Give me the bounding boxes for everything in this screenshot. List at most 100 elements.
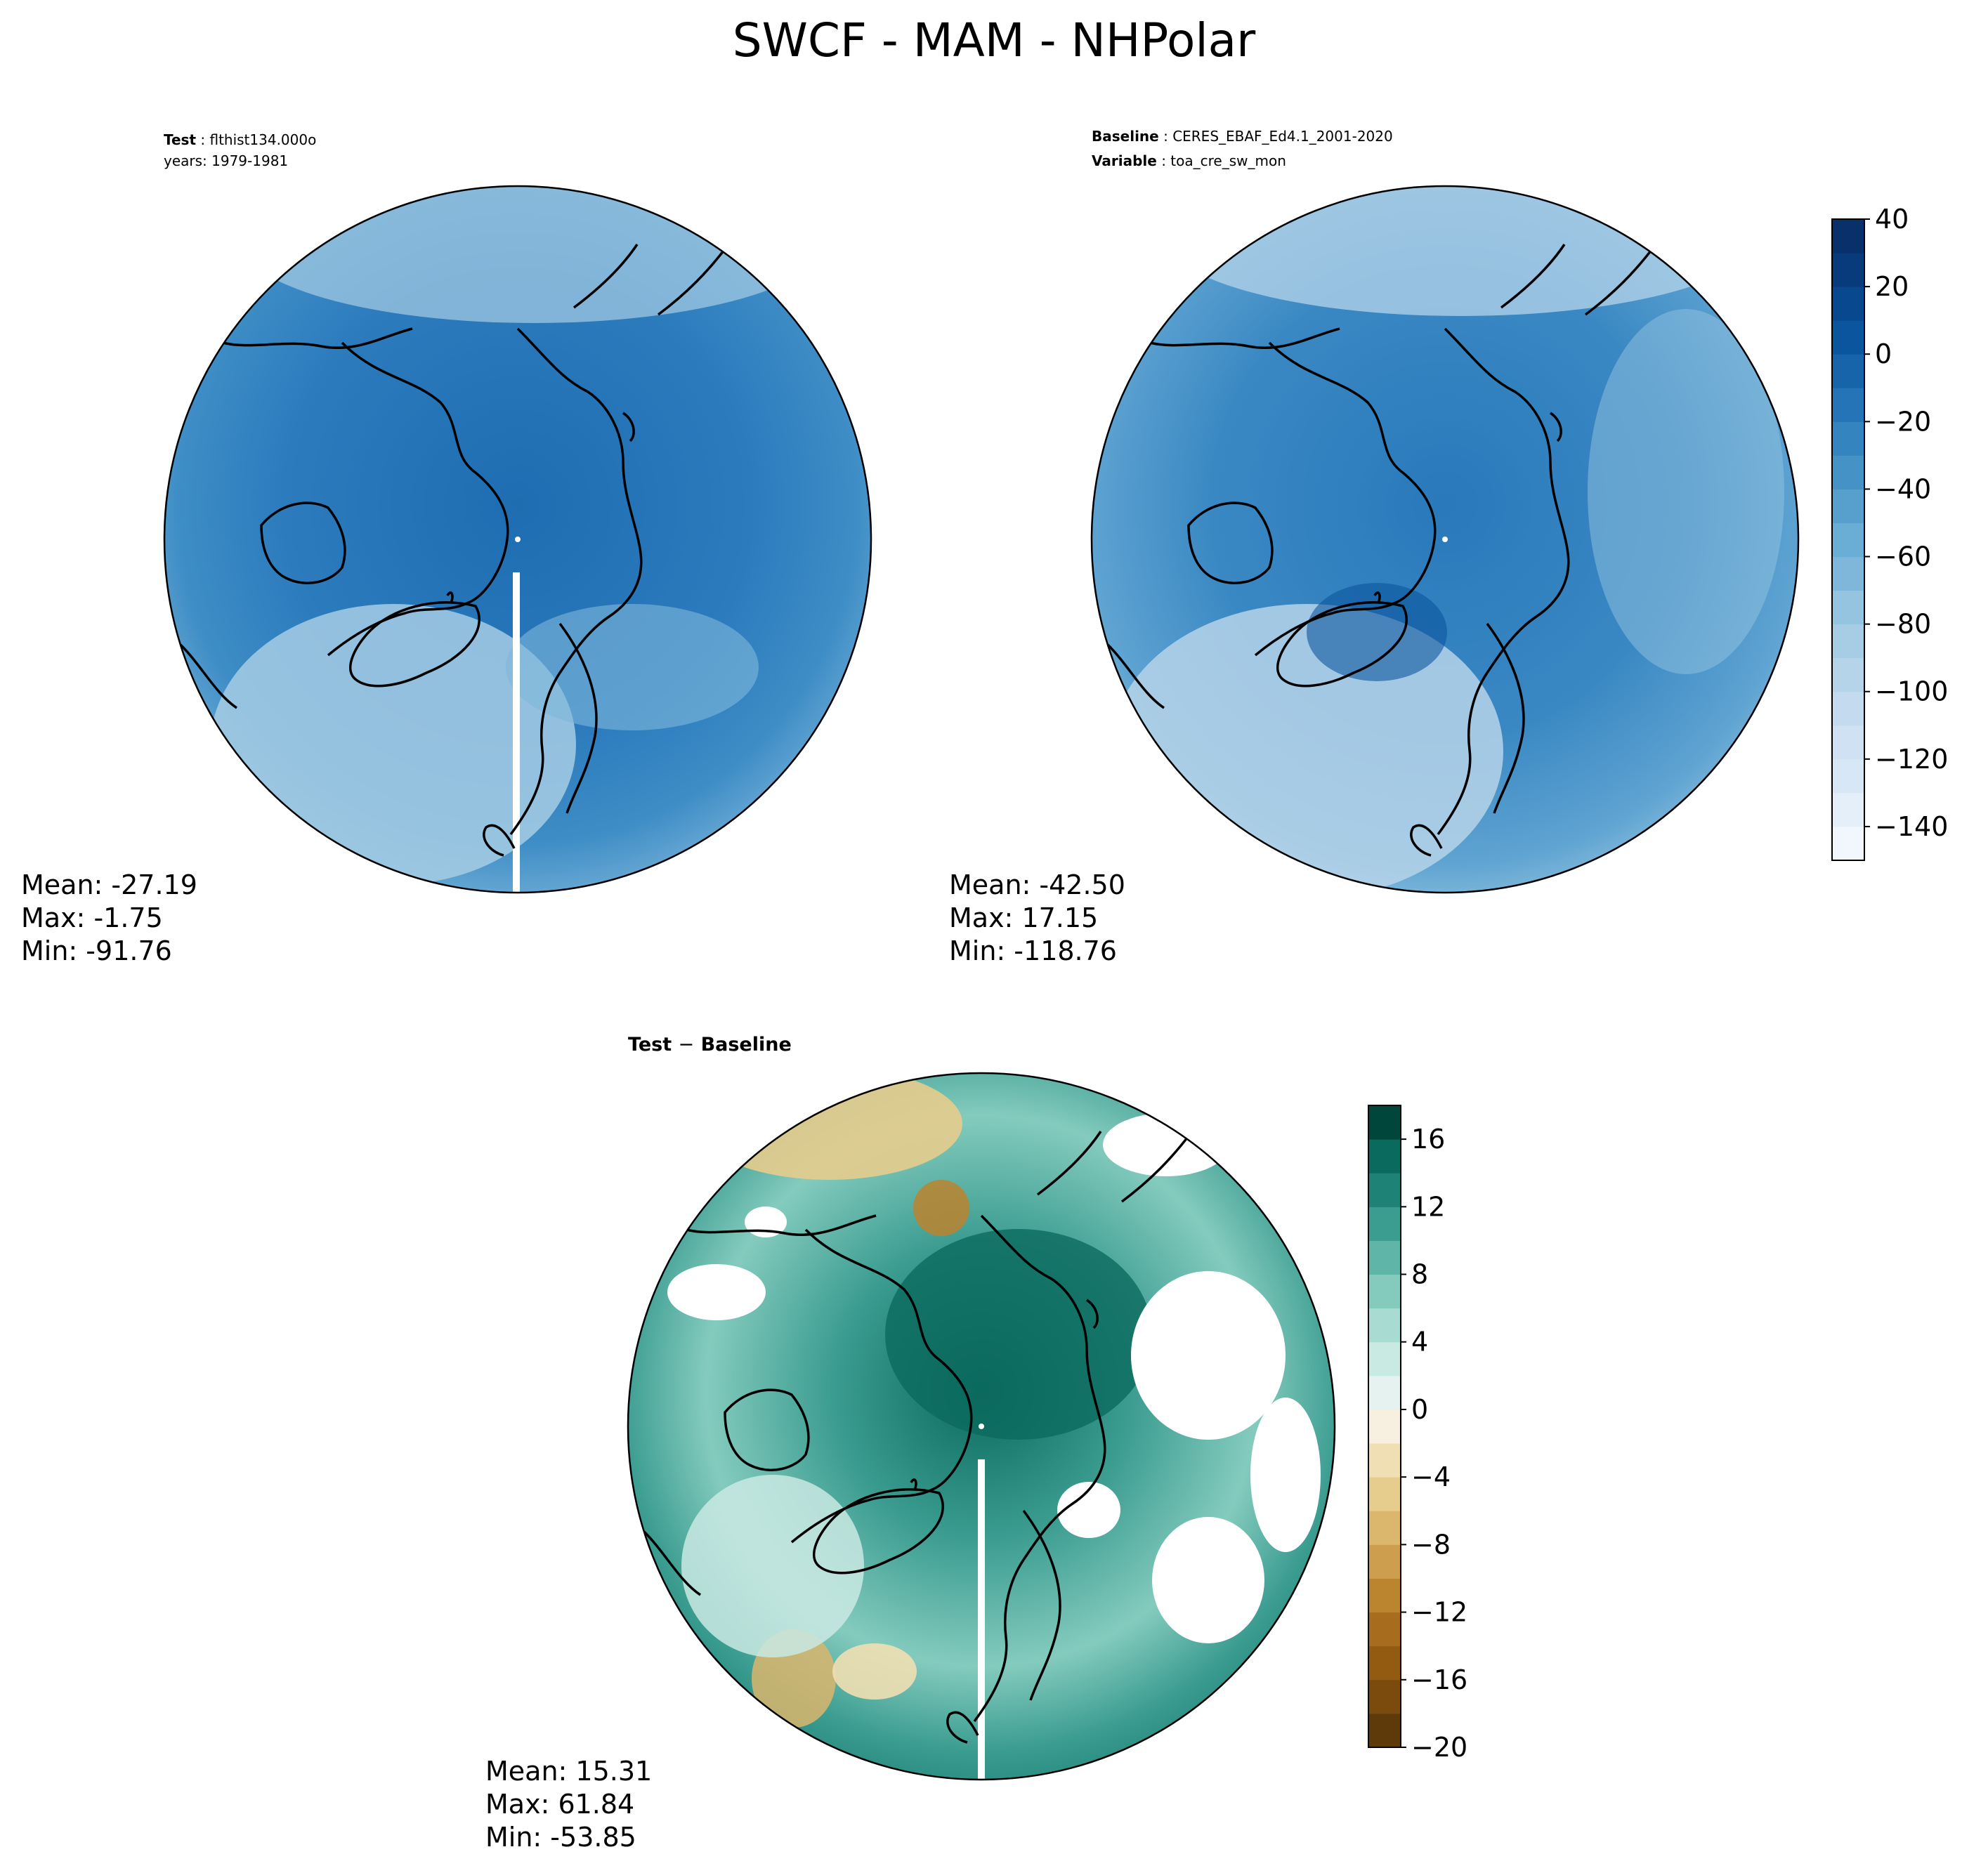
baseline-label-value: CERES_EBAF_Ed4.1_2001-2020: [1172, 128, 1393, 145]
baseline-colorbar: 40 20 0 −20 −40 −60 −80 −100 −120 −140: [1831, 204, 1948, 861]
diff-colorbar-band: [1368, 1645, 1401, 1681]
baseline-colorbar-band: [1832, 792, 1864, 827]
diff-colorbar: 16 12 8 4 0 −4 −8 −12 −16 −20: [1368, 1105, 1467, 1763]
baseline-colorbar-tick-label: 20: [1875, 271, 1909, 302]
diff-colorbar-band: [1368, 1173, 1401, 1207]
diff-colorbar-band: [1368, 1612, 1401, 1647]
baseline-colorbar-tick-label: −60: [1875, 541, 1931, 572]
baseline-colorbar-band: [1832, 421, 1864, 456]
baseline-map: [1090, 185, 1800, 894]
baseline-colorbar-frame: [1831, 218, 1865, 861]
baseline-colorbar-band: [1832, 388, 1864, 422]
baseline-map-dark-patch: [1307, 583, 1447, 681]
baseline-colorbar-tick-label: −120: [1875, 744, 1948, 775]
diff-map-negative-patch: [832, 1643, 917, 1700]
test-stat-mean: Mean: -27.19: [21, 869, 197, 900]
diff-stat-max: Max: 61.84: [485, 1789, 634, 1820]
test-map-boundary: [163, 185, 872, 894]
baseline-map-light-band: [1110, 604, 1503, 893]
diff-colorbar-tick-label: 0: [1411, 1394, 1428, 1425]
baseline-stat-max: Max: 17.15: [949, 902, 1098, 933]
baseline-colorbar-band: [1832, 523, 1864, 558]
test-label-line2: years: 1979-1981: [164, 152, 288, 169]
test-label-key: Test: [164, 131, 196, 148]
diff-label: Test − Baseline: [628, 1034, 792, 1056]
baseline-colorbar-tick-label: 40: [1875, 204, 1909, 235]
diff-colorbar-band: [1368, 1511, 1401, 1545]
baseline-colorbar-band: [1832, 758, 1864, 794]
test-map: [163, 185, 872, 894]
baseline-label-line1: Baseline : CERES_EBAF_Ed4.1_2001-2020: [1092, 128, 1393, 145]
diff-label-baseline: Baseline: [701, 1034, 792, 1056]
diff-colorbar-tick-label: −20: [1411, 1732, 1467, 1763]
diff-map-missing-region: [667, 1264, 766, 1320]
diff-colorbar-band: [1368, 1240, 1401, 1275]
baseline-colorbar-band: [1832, 826, 1864, 861]
diff-colorbar-tick-label: −8: [1411, 1529, 1451, 1560]
diff-colorbar-band: [1368, 1274, 1401, 1309]
diff-colorbar-tick-label: −12: [1411, 1597, 1467, 1628]
figure-title: SWCF - MAM - NHPolar: [733, 13, 1256, 67]
baseline-colorbar-tick-label: −40: [1875, 473, 1931, 504]
baseline-colorbar-tick-label: −100: [1875, 676, 1948, 707]
baseline-map-light-band: [1159, 186, 1763, 316]
diff-colorbar-band: [1368, 1409, 1401, 1444]
test-stat-min: Min: -91.76: [21, 935, 172, 966]
baseline-colorbar-tick-label: 0: [1875, 339, 1892, 369]
diff-map: [627, 1072, 1336, 1781]
test-map-light-band: [239, 186, 829, 323]
diff-map-weak-patch: [681, 1475, 864, 1657]
diff-colorbar-band: [1368, 1139, 1401, 1174]
diff-colorbar-band: [1368, 1105, 1401, 1140]
test-label-sep: :: [196, 131, 209, 148]
baseline-colorbar-band: [1832, 691, 1864, 726]
diff-colorbar-band: [1368, 1443, 1401, 1478]
diff-colorbar-tick-label: 16: [1411, 1124, 1445, 1155]
baseline-colorbar-tick-label: −20: [1875, 406, 1931, 437]
diff-colorbar-band: [1368, 1578, 1401, 1613]
test-map-pole: [515, 537, 521, 542]
baseline-colorbar-band: [1832, 219, 1864, 254]
diff-label-sep: −: [679, 1034, 695, 1056]
baseline-colorbar-band: [1832, 725, 1864, 760]
baseline-colorbar-tick-label: −140: [1875, 811, 1948, 842]
baseline-label-line2: Variable : toa_cre_sw_mon: [1092, 152, 1286, 169]
diff-colorbar-band: [1368, 1679, 1401, 1714]
diff-colorbar-tick-label: 4: [1411, 1327, 1428, 1358]
baseline-map-boundary: [1090, 185, 1800, 894]
diff-colorbar-band: [1368, 1375, 1401, 1410]
test-label-line1: Test : flthist134.000o: [164, 131, 316, 148]
baseline-colorbar-band: [1832, 624, 1864, 659]
diff-colorbar-tick-label: 12: [1411, 1191, 1445, 1222]
baseline-stat-mean: Mean: -42.50: [949, 869, 1125, 900]
diff-map-missing-strip: [978, 1459, 985, 1780]
baseline-colorbar-band: [1832, 590, 1864, 625]
diff-map-missing-region: [1250, 1398, 1321, 1552]
diff-map-negative-patch: [913, 1180, 969, 1236]
diff-colorbar-frame: [1368, 1105, 1401, 1748]
variable-label-value: toa_cre_sw_mon: [1170, 152, 1286, 169]
test-label-value: flthist134.000o: [209, 131, 316, 148]
diff-colorbar-band: [1368, 1308, 1401, 1343]
diff-colorbar-tick-label: −4: [1411, 1461, 1451, 1492]
diff-colorbar-band: [1368, 1713, 1401, 1748]
baseline-map-pole: [1442, 537, 1448, 542]
diff-map-missing-region: [1057, 1482, 1120, 1538]
baseline-colorbar-tick-label: −80: [1875, 609, 1931, 640]
diff-map-boundary: [627, 1072, 1336, 1781]
variable-label-sep: :: [1157, 152, 1170, 169]
diff-map-missing-region: [1131, 1271, 1286, 1440]
diff-stat-min: Min: -53.85: [485, 1822, 636, 1853]
diff-colorbar-band: [1368, 1477, 1401, 1511]
test-map-missing-strip: [513, 572, 520, 893]
baseline-stat-min: Min: -118.76: [949, 935, 1117, 966]
diff-map-negative-patch: [695, 1073, 962, 1180]
baseline-label-key: Baseline: [1092, 128, 1159, 145]
diff-map-missing-region: [1152, 1517, 1264, 1643]
variable-label-key: Variable: [1092, 152, 1157, 169]
baseline-colorbar-band: [1832, 320, 1864, 355]
baseline-colorbar-band: [1832, 287, 1864, 321]
test-stat-max: Max: -1.75: [21, 902, 163, 933]
diff-colorbar-band: [1368, 1544, 1401, 1579]
